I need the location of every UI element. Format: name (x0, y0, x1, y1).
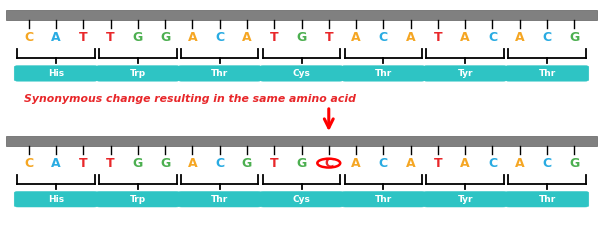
Text: A: A (515, 31, 525, 44)
FancyBboxPatch shape (423, 65, 507, 81)
Text: A: A (406, 157, 415, 170)
Text: C: C (488, 31, 497, 44)
Text: A: A (460, 31, 470, 44)
Text: C: C (215, 157, 224, 170)
Text: Trp: Trp (130, 195, 146, 204)
Text: Tyr: Tyr (458, 195, 473, 204)
Text: C: C (379, 31, 388, 44)
Text: G: G (569, 31, 579, 44)
Text: A: A (515, 157, 525, 170)
Text: A: A (51, 31, 61, 44)
FancyBboxPatch shape (178, 65, 262, 81)
FancyBboxPatch shape (6, 10, 597, 20)
Text: G: G (160, 31, 170, 44)
Text: C: C (543, 157, 552, 170)
Text: Cys: Cys (292, 69, 311, 78)
Text: A: A (51, 157, 61, 170)
Text: C: C (324, 157, 333, 170)
Text: T: T (270, 31, 279, 44)
Text: C: C (24, 157, 33, 170)
FancyBboxPatch shape (505, 192, 589, 207)
Text: Thr: Thr (211, 69, 229, 78)
FancyBboxPatch shape (6, 136, 597, 146)
Text: C: C (543, 31, 552, 44)
Text: Thr: Thr (374, 195, 392, 204)
Text: T: T (106, 157, 115, 170)
Text: Thr: Thr (538, 195, 555, 204)
Text: Tyr: Tyr (458, 69, 473, 78)
Text: Thr: Thr (211, 195, 229, 204)
Text: Cys: Cys (292, 195, 311, 204)
Text: Thr: Thr (538, 69, 555, 78)
Text: A: A (406, 31, 415, 44)
Text: A: A (188, 157, 197, 170)
FancyBboxPatch shape (178, 192, 262, 207)
Text: G: G (569, 157, 579, 170)
FancyBboxPatch shape (260, 65, 343, 81)
Text: T: T (79, 31, 87, 44)
Text: G: G (297, 157, 306, 170)
FancyBboxPatch shape (14, 65, 98, 81)
Text: His: His (48, 69, 64, 78)
Text: T: T (270, 157, 279, 170)
Text: C: C (215, 31, 224, 44)
Text: T: T (324, 31, 333, 44)
Text: G: G (297, 31, 306, 44)
Text: C: C (488, 157, 497, 170)
Text: G: G (133, 157, 143, 170)
Text: C: C (379, 157, 388, 170)
FancyBboxPatch shape (96, 65, 180, 81)
FancyBboxPatch shape (96, 192, 180, 207)
Text: A: A (242, 31, 252, 44)
Text: T: T (434, 157, 442, 170)
FancyBboxPatch shape (260, 192, 343, 207)
FancyBboxPatch shape (423, 192, 507, 207)
Text: A: A (460, 157, 470, 170)
Text: G: G (160, 157, 170, 170)
Text: Synonymous change resulting in the same amino acid: Synonymous change resulting in the same … (24, 94, 356, 104)
Text: T: T (106, 31, 115, 44)
Text: A: A (188, 31, 197, 44)
Text: Thr: Thr (374, 69, 392, 78)
Text: T: T (434, 31, 442, 44)
Text: Trp: Trp (130, 69, 146, 78)
Text: G: G (133, 31, 143, 44)
Text: C: C (24, 31, 33, 44)
FancyBboxPatch shape (14, 192, 98, 207)
Text: T: T (79, 157, 87, 170)
FancyBboxPatch shape (341, 192, 425, 207)
FancyBboxPatch shape (505, 65, 589, 81)
Text: A: A (351, 157, 361, 170)
Text: G: G (242, 157, 252, 170)
Text: A: A (351, 31, 361, 44)
Text: His: His (48, 195, 64, 204)
FancyBboxPatch shape (341, 65, 425, 81)
